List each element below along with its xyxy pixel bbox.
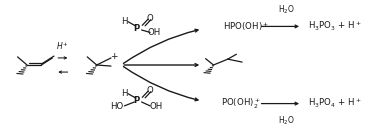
- Text: H$_2$O: H$_2$O: [279, 114, 295, 126]
- Text: O: O: [147, 14, 153, 23]
- Text: HPO(OH)$^+$: HPO(OH)$^+$: [223, 20, 269, 33]
- Text: P: P: [133, 96, 139, 105]
- Text: P: P: [133, 24, 139, 33]
- Text: +: +: [110, 52, 117, 61]
- Text: OH: OH: [148, 28, 161, 37]
- Text: HO: HO: [111, 102, 124, 111]
- Text: H$_3$PO$_3$ + H$^+$: H$_3$PO$_3$ + H$^+$: [308, 20, 361, 33]
- Text: H: H: [121, 89, 128, 98]
- Text: OH: OH: [149, 102, 163, 111]
- Text: H$_3$PO$_4$ + H$^+$: H$_3$PO$_4$ + H$^+$: [308, 97, 361, 110]
- Text: PO(OH)$_2^+$: PO(OH)$_2^+$: [221, 96, 261, 111]
- Text: H$^+$: H$^+$: [56, 40, 69, 52]
- Text: O: O: [147, 86, 153, 95]
- Text: H: H: [121, 17, 128, 26]
- Text: H$_2$O: H$_2$O: [279, 4, 295, 16]
